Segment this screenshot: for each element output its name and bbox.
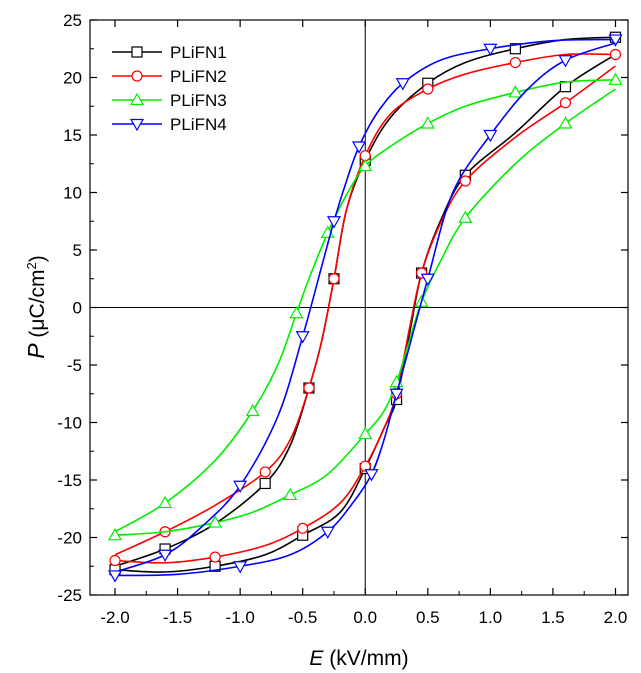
legend-item-PLiFN3: PLiFN3: [112, 91, 227, 110]
data-point: [358, 158, 373, 172]
legend-label: PLiFN4: [170, 115, 227, 134]
y-tick-label: 25: [63, 11, 82, 30]
data-point: [107, 527, 123, 541]
legend-item-PLiFN4: PLiFN4: [112, 115, 227, 134]
axes-layer: -2.0 -1.5 -1.0 -0.5 0.0 0.5 1.0 1.5 2.0 -25 -20 -15…: [57, 11, 629, 627]
data-point: [458, 210, 473, 223]
y-axis-unit-close: ): [26, 255, 49, 262]
y-tick-label: -5: [67, 356, 82, 375]
series-PLiFN4: [107, 34, 623, 583]
legend-item-PLiFN1: PLiFN1: [112, 43, 227, 62]
data-point: [608, 72, 623, 85]
data-point: [109, 554, 121, 567]
data-point: [508, 85, 523, 98]
x-tick-label: 1.5: [541, 608, 565, 627]
data-point: [259, 477, 271, 490]
data-point: [420, 116, 435, 129]
data-point: [389, 388, 404, 401]
y-tick-label: -20: [57, 529, 82, 548]
legend-marker: [131, 46, 143, 58]
legend-label: PLiFN1: [170, 43, 227, 62]
series-layer: [107, 31, 623, 583]
series-line-PLiFN4-lower_branch: [115, 42, 616, 577]
legend-item-PLiFN2: PLiFN2: [112, 67, 227, 86]
data-point: [289, 306, 304, 319]
data-point: [326, 216, 342, 229]
y-tick-label: -10: [57, 414, 82, 433]
x-tick-label: -2.0: [100, 608, 129, 627]
data-point: [608, 34, 623, 47]
data-point: [328, 273, 340, 285]
series-line-PLiFN1-lower_branch: [114, 53, 616, 573]
x-tick-label: -1.0: [225, 608, 254, 627]
y-tick-label: 0: [73, 299, 82, 318]
x-axis-label: E (kV/mm): [309, 647, 408, 670]
data-point: [609, 48, 622, 61]
data-point: [295, 331, 310, 344]
data-point: [107, 570, 123, 583]
data-point: [245, 403, 260, 417]
data-point: [558, 55, 573, 68]
data-point: [351, 141, 367, 154]
y-axis-label: P (μC/cm2): [23, 255, 49, 359]
y-tick-label: -15: [57, 471, 82, 490]
y-axis-unit-sup: 2: [24, 262, 39, 269]
data-point: [358, 426, 373, 440]
data-point: [303, 382, 315, 394]
series-line-PLiFN2-upper_branch: [114, 53, 616, 556]
data-point: [208, 515, 223, 528]
y-tick-label: 15: [63, 126, 82, 145]
legend-label: PLiFN2: [170, 67, 227, 86]
x-axis-symbol: E: [309, 647, 324, 670]
legend-label: PLiFN3: [170, 91, 227, 110]
data-point: [509, 43, 521, 55]
x-tick-label: 2.0: [604, 608, 628, 627]
data-point: [209, 551, 221, 563]
x-tick-label: 0.0: [353, 608, 377, 627]
data-point: [259, 466, 271, 478]
series-line-PLiFN3-lower_branch: [114, 88, 616, 536]
y-axis-symbol: P: [23, 343, 49, 359]
data-point: [158, 495, 173, 509]
y-axis-unit: (μC/cm: [26, 269, 49, 343]
legend: PLiFN1 PLiFN2 PLiFN3 PLiFN4: [112, 43, 227, 134]
data-point: [459, 175, 471, 187]
y-tick-label: -25: [57, 586, 82, 605]
y-tick-label: 10: [63, 184, 82, 203]
data-point: [422, 83, 434, 95]
x-tick-label: -1.5: [163, 608, 192, 627]
x-tick-label: 0.5: [416, 608, 440, 627]
data-point: [297, 522, 309, 534]
data-point: [320, 526, 335, 539]
x-axis-unit: (kV/mm): [323, 647, 408, 670]
data-point: [559, 97, 572, 109]
legend-marker: [129, 118, 145, 132]
reference-lines: [90, 20, 628, 595]
legend-marker: [131, 70, 143, 82]
data-point: [483, 129, 498, 143]
data-point: [483, 43, 498, 56]
legend-marker: [129, 92, 145, 106]
data-point: [233, 480, 248, 493]
x-tick-label: 1.0: [479, 608, 503, 627]
data-point: [364, 469, 379, 482]
data-point: [509, 56, 521, 69]
series-line-PLiFN4-upper_branch: [114, 38, 616, 573]
y-tick-label: 20: [63, 69, 82, 88]
data-point: [395, 78, 410, 91]
x-tick-label: -0.5: [288, 608, 317, 627]
data-point: [158, 549, 173, 562]
y-tick-label: 5: [73, 241, 82, 260]
data-point: [233, 561, 248, 574]
data-point: [558, 116, 573, 129]
data-point: [420, 273, 435, 286]
data-point: [359, 460, 371, 472]
data-point: [283, 487, 298, 501]
